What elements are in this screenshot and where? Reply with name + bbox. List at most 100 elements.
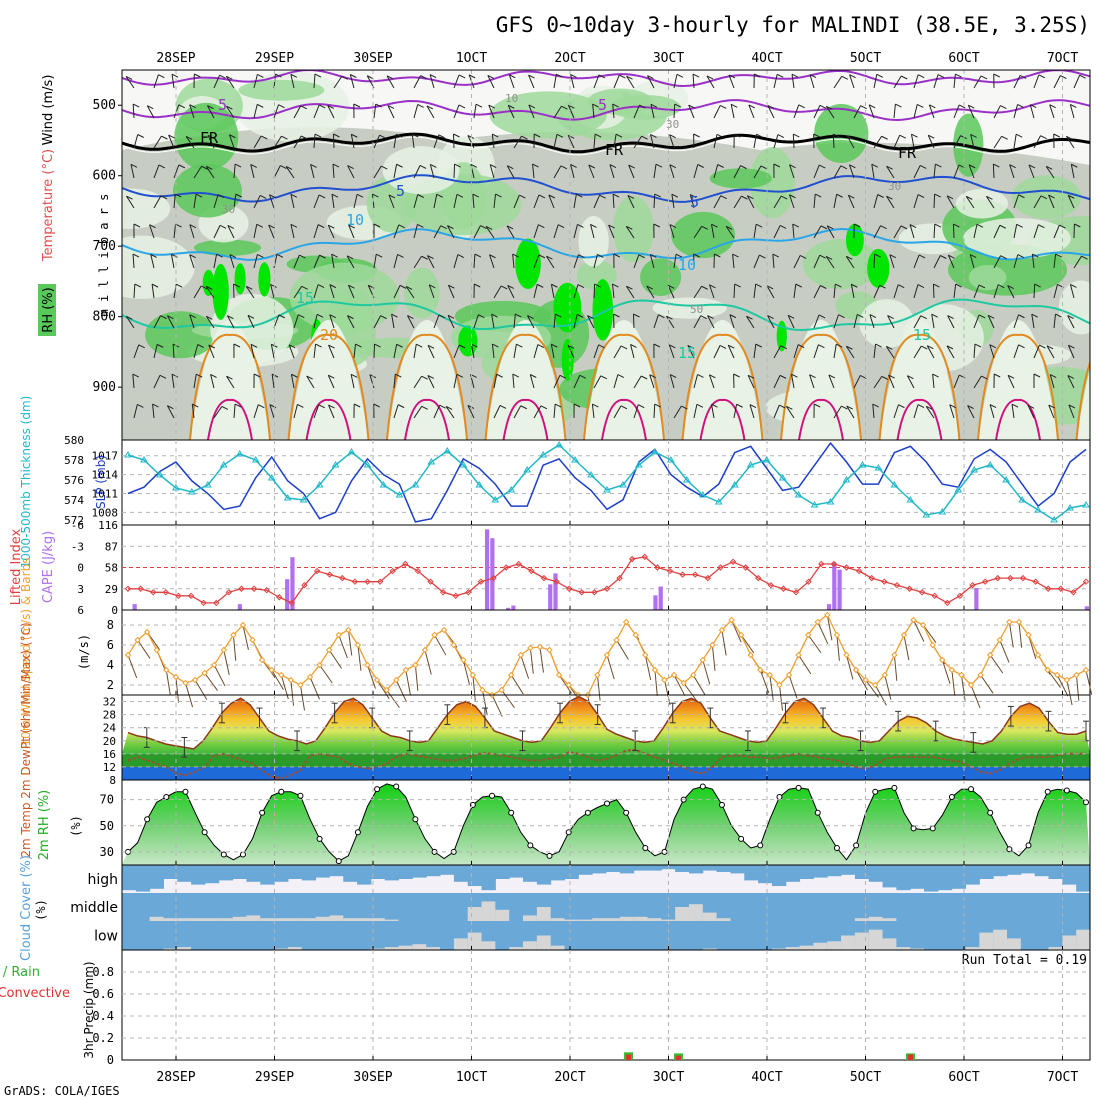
wind-barb: [592, 104, 595, 119]
li-point: [439, 589, 447, 596]
bottom-date-label: 6OCT: [948, 1070, 979, 1085]
wind-barb-feather: [841, 405, 848, 410]
wind-barb-feather: [638, 254, 646, 259]
wind-barb-feather: [519, 194, 526, 199]
wind-barb-feather: [869, 314, 877, 319]
wind10m-barb: [1066, 679, 1073, 706]
wind-barb: [1067, 195, 1075, 209]
li-point: [376, 578, 384, 585]
wind10m-point: [469, 671, 477, 679]
wind10m-point: [316, 661, 323, 669]
wind10m-point: [795, 651, 802, 659]
rh-blob: [955, 188, 1009, 219]
wind-barb: [433, 134, 440, 149]
cloud-bar: [965, 893, 980, 921]
wind10m-point: [680, 679, 687, 687]
wind-barb-feather: [331, 193, 339, 198]
wind-barb: [711, 224, 715, 239]
wind-barb-feather: [278, 104, 285, 109]
cloud-clear-bar: [550, 918, 566, 921]
cloud-bar: [633, 893, 648, 921]
wind-barb: [667, 285, 675, 299]
wind-barb: [290, 194, 295, 209]
li-point: [729, 558, 737, 566]
wind-barb-feather: [149, 224, 156, 229]
wind-barb-feather: [841, 75, 848, 80]
li-point: [490, 574, 497, 582]
wind10m-point: [728, 616, 735, 624]
wind-barb: [673, 103, 676, 119]
thickness-tick-label: 572: [64, 514, 84, 527]
wind-barb-feather: [734, 283, 741, 288]
cloud-clear-bar: [564, 919, 579, 921]
cloud-clear-bar: [633, 916, 648, 921]
cloud-bar: [578, 893, 593, 921]
wind-barb: [328, 344, 335, 359]
wind-barb: [329, 284, 335, 299]
wind-barb-feather: [332, 163, 340, 168]
wind-barb: [813, 314, 820, 329]
thickness-point: [315, 481, 324, 488]
wind10m-point: [996, 636, 1003, 644]
wind-barb-feather: [674, 103, 681, 108]
cloud-bar: [744, 893, 759, 921]
wind10m-barb: [1047, 669, 1061, 688]
rh-point: [623, 809, 630, 816]
wind-barb: [973, 314, 980, 329]
wind-barb-feather: [795, 283, 803, 288]
cloud-bar: [315, 921, 330, 950]
wind-barb-feather: [1040, 135, 1047, 140]
wind-barb: [168, 134, 175, 149]
cloud-bar: [135, 921, 151, 950]
wind10m-barb: [836, 634, 840, 661]
wind-barb: [1013, 254, 1019, 269]
cloud-bar: [785, 893, 801, 921]
wind-barb-feather: [773, 163, 781, 168]
wind-barb-feather: [860, 105, 867, 110]
wind-barb-feather: [1032, 253, 1039, 258]
wind-barb-feather: [171, 73, 179, 78]
pressure-tick-label: 500: [93, 98, 116, 113]
thickness-point: [587, 471, 595, 478]
cloud-bar: [771, 893, 787, 921]
wind-barb: [613, 405, 622, 419]
wind-barb-feather: [886, 165, 893, 170]
wind-barb: [413, 344, 417, 359]
wind-barb: [973, 224, 978, 239]
cloud-bar: [357, 921, 372, 950]
surface-dome: [1076, 369, 1090, 440]
wind10m-point: [211, 661, 218, 669]
wind-barb: [973, 344, 976, 359]
contour-label: 30: [222, 203, 235, 216]
wind-barb-feather: [814, 193, 822, 198]
wind-barb-feather: [654, 193, 661, 198]
wind-barb: [833, 165, 842, 179]
cape-bar: [1084, 606, 1089, 610]
wind-barb-feather: [1031, 313, 1038, 318]
wind-barb-feather: [588, 164, 596, 169]
wind-barb: [313, 73, 316, 89]
wind-barb-feather: [386, 75, 394, 80]
wind-barb: [933, 255, 941, 269]
cloud-bar: [744, 865, 759, 881]
wind-barb: [226, 105, 235, 119]
wind-barb-feather: [709, 284, 716, 289]
cloud-bar: [122, 865, 137, 891]
cloud-clear-bar: [370, 948, 386, 950]
wind-barb: [288, 344, 295, 359]
top-date-label: 30SEP: [353, 51, 392, 66]
wind-barb: [453, 254, 459, 269]
li-point: [515, 560, 522, 568]
cloud-bar: [412, 893, 427, 921]
li-point: [893, 582, 901, 589]
li-point: [364, 578, 371, 585]
wind-barb: [813, 164, 820, 179]
wind-barb-feather: [234, 163, 242, 168]
wind-barb: [767, 105, 775, 119]
cloud-clear-bar: [799, 945, 814, 950]
rh-saturated-blob: [553, 282, 582, 333]
wind-barb: [985, 195, 995, 209]
wind-barb: [293, 314, 299, 329]
cloud-bar: [993, 865, 1008, 877]
wind-barb: [126, 195, 135, 209]
